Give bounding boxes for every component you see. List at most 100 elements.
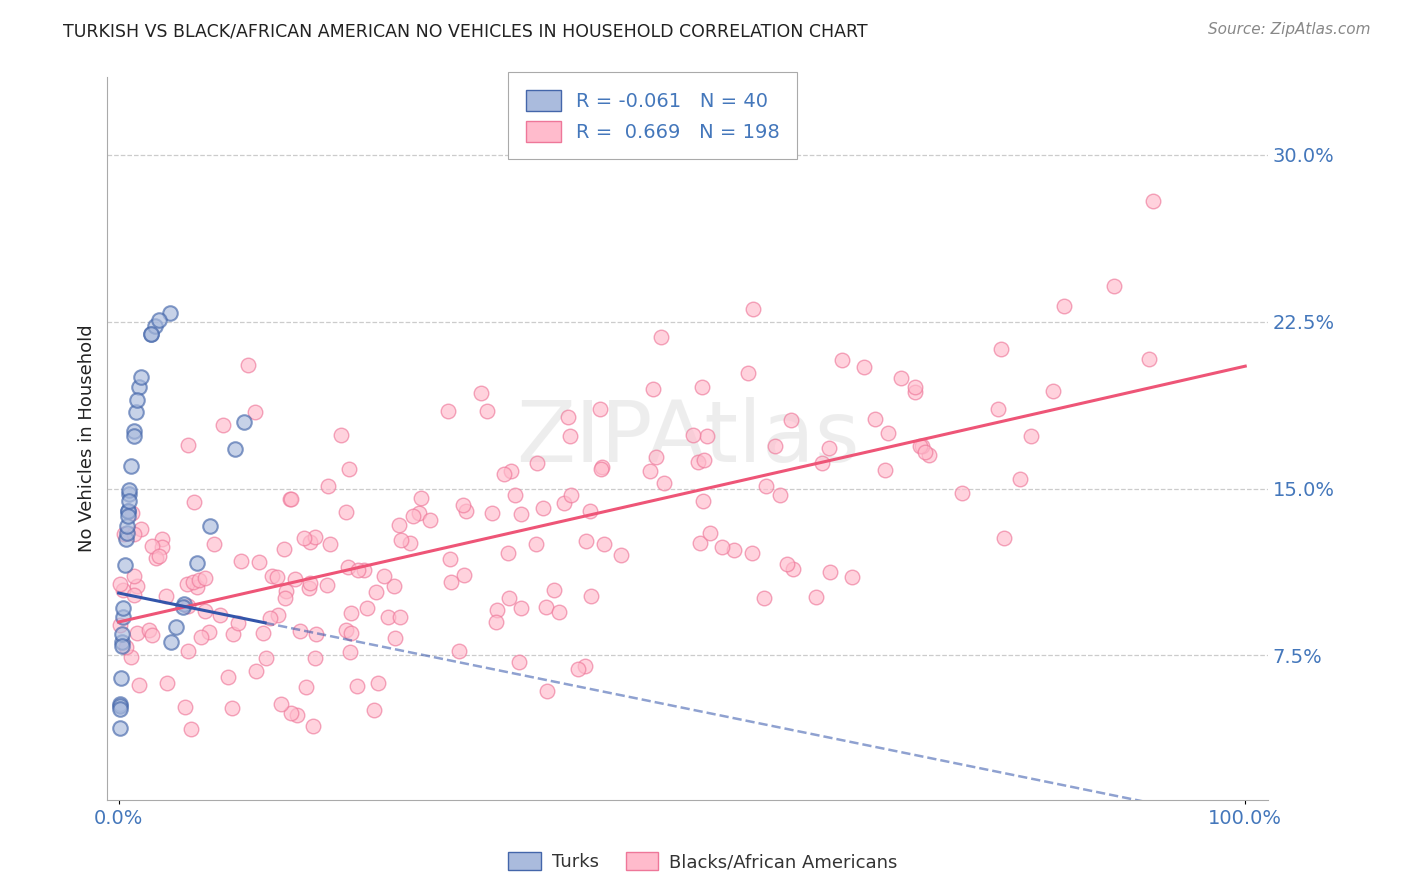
Point xyxy=(111,627,134,641)
Point xyxy=(128,678,150,692)
Point xyxy=(304,530,326,544)
Point xyxy=(138,624,160,638)
Point xyxy=(319,537,342,551)
Point xyxy=(337,559,360,574)
Point xyxy=(118,483,141,497)
Point xyxy=(111,634,134,648)
Point xyxy=(125,579,148,593)
Point xyxy=(114,558,136,573)
Point xyxy=(643,382,665,396)
Point xyxy=(236,358,259,372)
Point xyxy=(217,670,239,684)
Point xyxy=(752,591,775,606)
Point xyxy=(852,360,875,375)
Point xyxy=(454,504,477,518)
Point xyxy=(141,539,163,553)
Point xyxy=(524,537,547,551)
Point xyxy=(221,627,243,641)
Point xyxy=(177,438,200,452)
Point xyxy=(118,493,141,508)
Point xyxy=(804,590,827,604)
Text: Source: ZipAtlas.com: Source: ZipAtlas.com xyxy=(1208,22,1371,37)
Point xyxy=(863,411,886,425)
Point xyxy=(198,519,221,533)
Point xyxy=(118,487,141,501)
Point xyxy=(574,658,596,673)
Point xyxy=(776,557,799,571)
Point xyxy=(194,571,217,585)
Point xyxy=(247,556,270,570)
Point xyxy=(579,504,602,518)
Point xyxy=(439,551,461,566)
Point xyxy=(402,509,425,524)
Point xyxy=(288,624,311,639)
Point xyxy=(316,479,339,493)
Point xyxy=(111,609,134,624)
Point xyxy=(117,504,139,518)
Point xyxy=(120,459,142,474)
Point xyxy=(339,644,361,658)
Point xyxy=(339,625,361,640)
Point xyxy=(496,546,519,560)
Point xyxy=(782,562,804,576)
Legend: R = -0.061   N = 40, R =  0.669   N = 198: R = -0.061 N = 40, R = 0.669 N = 198 xyxy=(508,72,797,160)
Point xyxy=(260,568,283,582)
Point xyxy=(543,582,565,597)
Point xyxy=(143,318,166,333)
Point xyxy=(503,488,526,502)
Point xyxy=(173,700,195,714)
Point xyxy=(176,643,198,657)
Point xyxy=(111,639,134,653)
Point xyxy=(682,428,704,442)
Point xyxy=(910,439,932,453)
Point xyxy=(115,640,138,654)
Point xyxy=(367,675,389,690)
Point xyxy=(987,401,1010,416)
Text: TURKISH VS BLACK/AFRICAN AMERICAN NO VEHICLES IN HOUSEHOLD CORRELATION CHART: TURKISH VS BLACK/AFRICAN AMERICAN NO VEH… xyxy=(63,22,868,40)
Point xyxy=(183,495,205,509)
Point xyxy=(181,575,204,590)
Point xyxy=(115,533,138,547)
Point xyxy=(579,589,602,603)
Point xyxy=(295,680,318,694)
Point xyxy=(453,568,475,582)
Point xyxy=(128,380,150,394)
Point xyxy=(292,531,315,545)
Point xyxy=(567,662,589,676)
Point xyxy=(382,579,405,593)
Point xyxy=(231,553,253,567)
Point xyxy=(769,488,792,502)
Point xyxy=(389,610,412,624)
Point xyxy=(591,459,613,474)
Point xyxy=(741,546,763,560)
Point xyxy=(536,684,558,698)
Point xyxy=(156,676,179,690)
Point xyxy=(811,456,834,470)
Point xyxy=(122,588,145,602)
Point xyxy=(243,405,266,419)
Point xyxy=(449,644,471,658)
Point xyxy=(127,392,149,407)
Point xyxy=(190,630,212,644)
Point xyxy=(252,625,274,640)
Point xyxy=(112,600,135,615)
Point xyxy=(440,575,463,590)
Point xyxy=(150,533,173,547)
Point xyxy=(122,526,145,541)
Point xyxy=(108,699,131,714)
Point xyxy=(208,607,231,622)
Point xyxy=(498,591,520,605)
Point xyxy=(186,556,208,570)
Point xyxy=(364,584,387,599)
Point xyxy=(139,326,162,341)
Point xyxy=(831,352,853,367)
Point xyxy=(526,456,548,470)
Point xyxy=(176,577,198,591)
Point xyxy=(121,506,143,520)
Point xyxy=(609,548,631,562)
Point xyxy=(276,584,298,599)
Point xyxy=(690,380,713,394)
Point xyxy=(273,541,295,556)
Point xyxy=(534,599,557,614)
Point xyxy=(377,609,399,624)
